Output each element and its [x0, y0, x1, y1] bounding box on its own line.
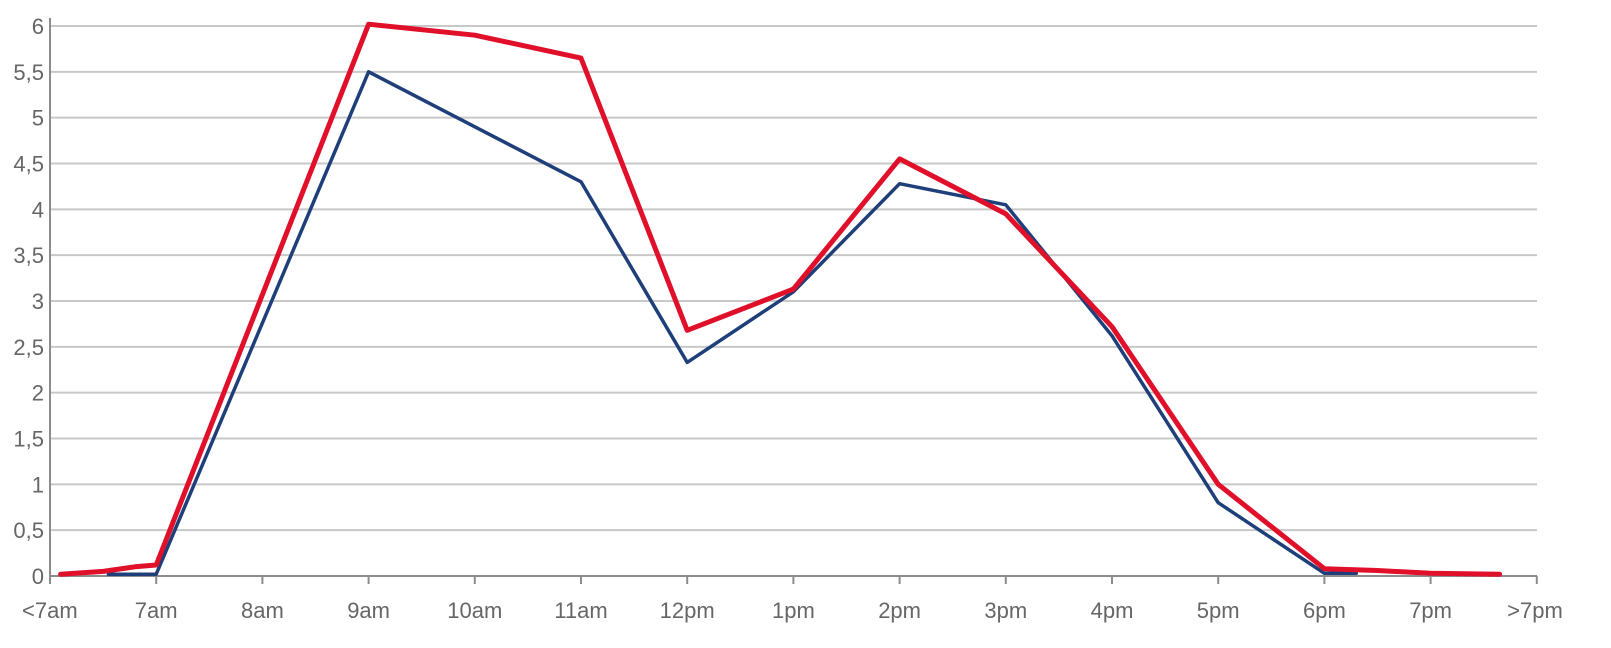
x-tick-label: 12pm — [660, 598, 715, 623]
series-line-1 — [106, 70, 1359, 576]
y-tick-label: 3,5 — [13, 243, 44, 268]
x-tick-label: 5pm — [1197, 598, 1240, 623]
y-tick-label: 1,5 — [13, 427, 44, 452]
x-tick-label: 7pm — [1409, 598, 1452, 623]
y-axis-tick-labels: 0 0,5 1 1,5 2 2,5 3 3,5 4 4,5 5 5,5 6 — [13, 14, 44, 589]
x-tick-label: 6pm — [1303, 598, 1346, 623]
x-tick-label: 3pm — [984, 598, 1027, 623]
series-lines — [58, 21, 1503, 577]
axes — [49, 18, 1538, 584]
x-tick-label: <7am — [22, 598, 78, 623]
grid-lines — [50, 25, 1537, 532]
x-tick-label: 1pm — [772, 598, 815, 623]
y-tick-label: 4,5 — [13, 152, 44, 177]
x-tick-label: 9am — [347, 598, 390, 623]
y-tick-label: 1 — [32, 472, 44, 497]
x-tick-label: >7pm — [1507, 598, 1563, 623]
y-tick-label: 5 — [32, 106, 44, 131]
x-tick-label: 7am — [135, 598, 178, 623]
x-tick-label: 2pm — [878, 598, 921, 623]
y-tick-label: 4 — [32, 197, 44, 222]
x-tick-label: 8am — [241, 598, 284, 623]
x-tick-label: 11am — [554, 598, 607, 623]
x-tick-label: 4pm — [1091, 598, 1134, 623]
series-line-2 — [58, 21, 1503, 577]
x-tick-label: 10am — [447, 598, 502, 623]
y-tick-label: 6 — [32, 14, 44, 39]
y-tick-label: 0 — [32, 564, 44, 589]
y-tick-label: 0,5 — [13, 518, 44, 543]
y-tick-label: 3 — [32, 289, 44, 314]
y-tick-label: 5,5 — [13, 60, 44, 85]
x-axis-tick-labels: <7am 7am 8am 9am 10am 11am 12pm 1pm 2pm 3pm 4pm 5pm… — [22, 598, 1563, 623]
y-tick-label: 2,5 — [13, 335, 44, 360]
y-tick-label: 2 — [32, 381, 44, 406]
